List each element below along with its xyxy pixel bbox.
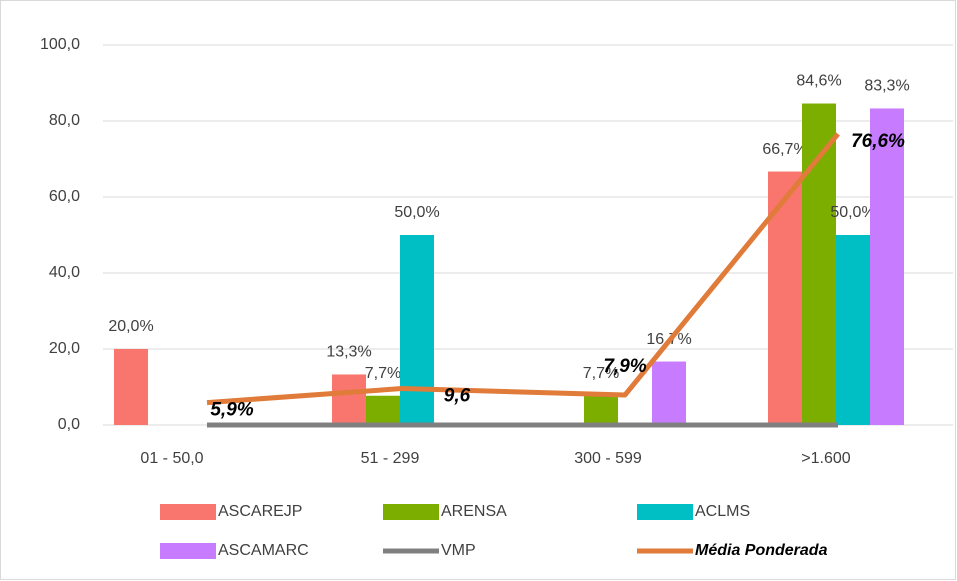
x-tick-label: 51 - 299 xyxy=(361,450,420,467)
legend-label: VMP xyxy=(441,542,476,559)
legend-swatch xyxy=(160,504,216,520)
bar xyxy=(870,108,904,426)
data-label: 7,9% xyxy=(603,356,646,377)
x-tick-label: >1.600 xyxy=(801,450,850,467)
legend-swatch xyxy=(637,504,693,520)
data-label: 50,0% xyxy=(394,204,439,221)
data-label: 50,0% xyxy=(830,204,875,221)
bar xyxy=(584,395,618,425)
legend-swatch xyxy=(160,543,216,559)
legend-label: ACLMS xyxy=(695,503,750,520)
y-tick-label: 60,0 xyxy=(49,188,80,205)
y-tick-label: 0,0 xyxy=(58,416,80,433)
x-tick-label: 300 - 599 xyxy=(574,450,642,467)
bar xyxy=(400,235,434,425)
y-tick-label: 80,0 xyxy=(49,112,80,129)
data-label: 84,6% xyxy=(796,73,841,90)
data-label: 7,7% xyxy=(583,365,619,382)
bar xyxy=(836,235,870,425)
bar xyxy=(366,395,400,425)
legend-label: ASCAREJP xyxy=(218,503,302,520)
bar xyxy=(114,349,148,425)
data-label: 7,7% xyxy=(365,365,401,382)
data-label: 9,6 xyxy=(444,386,471,407)
legend-swatch xyxy=(383,504,439,520)
y-tick-label: 20,0 xyxy=(49,340,80,357)
legend-label: Média Ponderada xyxy=(695,542,828,559)
data-label: 5,9% xyxy=(210,400,253,421)
bar xyxy=(332,374,366,425)
data-label: 83,3% xyxy=(864,78,909,95)
bar xyxy=(802,103,836,426)
data-label: 66,7% xyxy=(762,141,807,158)
data-label: 20,0% xyxy=(108,318,153,335)
data-label: 13,3% xyxy=(326,344,371,361)
bar xyxy=(652,361,686,425)
y-tick-label: 100,0 xyxy=(40,36,80,53)
x-tick-label: 01 - 50,0 xyxy=(140,450,203,467)
y-tick-label: 40,0 xyxy=(49,264,80,281)
line-series xyxy=(206,132,840,406)
data-label: 76,6% xyxy=(851,131,905,152)
legend-label: ARENSA xyxy=(441,503,507,520)
legend-label: ASCAMARC xyxy=(218,542,309,559)
